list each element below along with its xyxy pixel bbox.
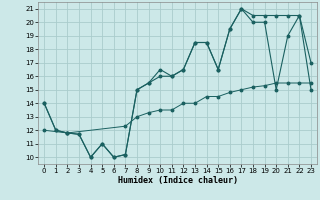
X-axis label: Humidex (Indice chaleur): Humidex (Indice chaleur)	[118, 176, 238, 185]
